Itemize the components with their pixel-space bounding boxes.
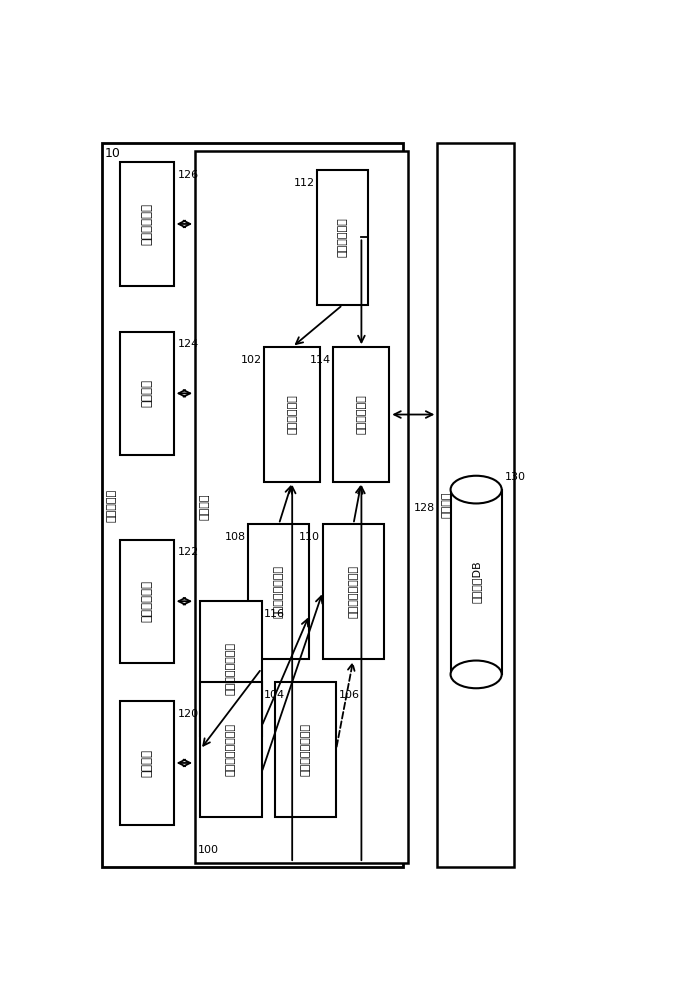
Bar bbox=[195, 151, 408, 863]
Text: 100: 100 bbox=[198, 845, 218, 855]
Text: 选择文本获取单元: 选择文本获取单元 bbox=[226, 723, 236, 776]
Text: 控制单元: 控制单元 bbox=[200, 494, 210, 520]
Text: 选择历史DB: 选择历史DB bbox=[471, 561, 481, 603]
Text: 124: 124 bbox=[177, 339, 199, 349]
Text: 候选选项生成单元: 候选选项生成单元 bbox=[348, 565, 359, 618]
Bar bbox=[317, 170, 368, 305]
Text: 附加信息获取单元: 附加信息获取单元 bbox=[274, 565, 284, 618]
Text: 126: 126 bbox=[177, 170, 199, 180]
Text: 存储单元: 存储单元 bbox=[442, 492, 452, 518]
Ellipse shape bbox=[451, 661, 502, 688]
Text: 114: 114 bbox=[310, 355, 331, 365]
Text: 字符输入单元: 字符输入单元 bbox=[338, 218, 348, 257]
Text: 116: 116 bbox=[264, 609, 285, 619]
Text: 122: 122 bbox=[177, 547, 199, 557]
Bar bbox=[323, 524, 384, 659]
Text: 130: 130 bbox=[504, 472, 526, 482]
Bar bbox=[264, 347, 320, 482]
Bar bbox=[120, 332, 174, 455]
Text: 图像摄取单元: 图像摄取单元 bbox=[141, 203, 154, 245]
Bar bbox=[102, 143, 403, 867]
Bar bbox=[120, 701, 174, 825]
Bar bbox=[201, 601, 262, 736]
Text: 120: 120 bbox=[177, 709, 199, 719]
Text: 操作显示单元: 操作显示单元 bbox=[141, 580, 154, 622]
Text: 10: 10 bbox=[104, 147, 120, 160]
Text: 视觉位置检测单元: 视觉位置检测单元 bbox=[226, 642, 236, 695]
Text: 106: 106 bbox=[339, 690, 360, 700]
Text: 112: 112 bbox=[294, 178, 315, 188]
Bar bbox=[201, 682, 262, 817]
Text: 测量单元: 测量单元 bbox=[141, 379, 154, 407]
Ellipse shape bbox=[451, 476, 502, 503]
Text: 110: 110 bbox=[299, 532, 320, 542]
Text: 128: 128 bbox=[414, 503, 435, 513]
Text: 选择历史获取单元: 选择历史获取单元 bbox=[300, 723, 311, 776]
Bar bbox=[248, 524, 310, 659]
Text: 传输控制单元: 传输控制单元 bbox=[357, 395, 366, 434]
Text: 通信单元: 通信单元 bbox=[141, 749, 154, 777]
Bar bbox=[120, 162, 174, 286]
Bar bbox=[451, 490, 502, 674]
Text: 104: 104 bbox=[264, 690, 285, 700]
Bar bbox=[120, 540, 174, 663]
Text: 腕表型设备: 腕表型设备 bbox=[106, 488, 116, 522]
Bar bbox=[333, 347, 390, 482]
Text: 显示控制单元: 显示控制单元 bbox=[287, 395, 297, 434]
Bar bbox=[275, 682, 336, 817]
Text: 108: 108 bbox=[225, 532, 246, 542]
Bar bbox=[438, 143, 515, 867]
Text: 102: 102 bbox=[240, 355, 262, 365]
